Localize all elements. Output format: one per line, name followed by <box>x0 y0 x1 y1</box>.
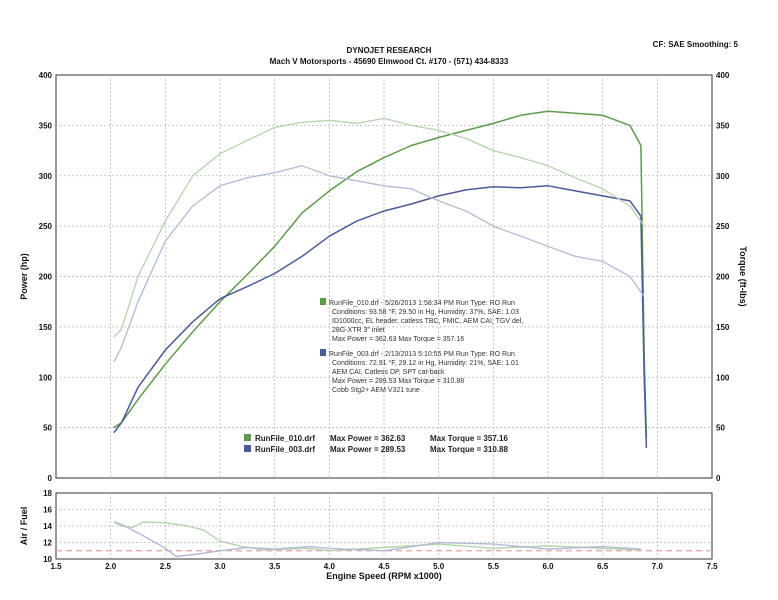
annotation-line: Cobb Stg2+ AEM V321 tune <box>332 387 420 394</box>
x-tick-label: 5.0 <box>433 562 445 571</box>
annotation-line: Conditions: 93.58 °F, 29.50 in Hg, Humid… <box>332 308 519 316</box>
y2-tick-label: 250 <box>716 222 730 231</box>
y2-tick-label: 300 <box>716 172 730 181</box>
annotation-line: 28G-XTR 3" inlet <box>332 327 385 334</box>
legend-file: RunFile_010.drf <box>255 434 315 443</box>
x-axis-title: Engine Speed (RPM x1000) <box>326 571 442 581</box>
afr-y-tick-label: 16 <box>43 506 52 515</box>
legend-max-power: Max Power = 362.63 <box>330 434 406 443</box>
report-title: DYNOJET RESEARCH <box>346 46 432 55</box>
afr-y-tick-label: 12 <box>43 539 52 548</box>
annotation-line: RunFile_003.drf - 2/13/2013 5:10:55 PM R… <box>329 351 515 358</box>
settings-label: CF: SAE Smoothing: 5 <box>652 40 738 49</box>
annotation-line: Max Power = 362.63 Max Torque = 357.16 <box>332 336 464 343</box>
x-tick-label: 6.5 <box>597 562 609 571</box>
x-tick-label: 6.0 <box>542 562 554 571</box>
x-tick-label: 7.5 <box>706 562 718 571</box>
annotation-line: ID1000cc, EL header, catless TBC, FMIC, … <box>332 318 523 325</box>
y2-tick-label: 150 <box>716 323 730 332</box>
y2-tick-label: 350 <box>716 121 730 130</box>
y-axis-title: Power (hp) <box>19 253 29 300</box>
series-line-run010-torque <box>113 117 645 338</box>
y-tick-label: 50 <box>43 424 52 433</box>
legend-swatch <box>244 445 251 452</box>
annotation-line: Max Power = 289.53 Max Torque = 310.88 <box>332 378 464 385</box>
legend-max-power: Max Power = 289.53 <box>330 445 406 454</box>
y-tick-label: 200 <box>39 273 53 282</box>
x-tick-label: 5.5 <box>488 562 500 571</box>
report-subtitle: Mach V Motorsports - 45690 Elmwood Ct. #… <box>269 57 509 66</box>
x-tick-label: 4.5 <box>378 562 390 571</box>
x-tick-label: 3.0 <box>214 562 226 571</box>
afr-y-tick-label: 14 <box>43 522 52 531</box>
series-line-run003-afr <box>113 521 641 558</box>
x-tick-label: 2.5 <box>160 562 172 571</box>
x-tick-label: 3.5 <box>269 562 281 571</box>
x-tick-label: 1.5 <box>50 562 62 571</box>
series-line-run010-power <box>113 110 648 438</box>
y2-tick-label: 50 <box>716 424 725 433</box>
y2-tick-label: 0 <box>716 474 721 483</box>
annotation-swatch <box>320 298 326 305</box>
x-tick-label: 2.0 <box>105 562 117 571</box>
y-tick-label: 300 <box>39 172 53 181</box>
y-tick-label: 100 <box>39 373 53 382</box>
afr-y-axis-title: Air / Fuel <box>19 507 29 546</box>
series-line-run010-afr <box>113 521 641 552</box>
y-tick-label: 0 <box>48 474 53 483</box>
y2-axis-title: Torque (ft-lbs) <box>738 246 748 306</box>
annotation-line: RunFile_010.drf - 5/26/2013 1:58:34 PM R… <box>329 300 515 307</box>
series-line-run003-torque <box>113 165 645 363</box>
x-tick-label: 4.0 <box>324 562 336 571</box>
annotation-line: AEM CAI, Catless DP, SPT cat-back <box>332 369 445 376</box>
legend-swatch <box>244 434 251 441</box>
y-tick-label: 350 <box>39 121 53 130</box>
legend-max-torque: Max Torque = 310.88 <box>430 445 508 454</box>
y2-tick-label: 400 <box>716 71 730 80</box>
afr-y-tick-label: 18 <box>43 489 52 498</box>
y-tick-label: 150 <box>39 323 53 332</box>
annotation-line: Conditions: 72.91 °F, 29.12 in Hg, Humid… <box>332 359 519 367</box>
series-line-run003-power <box>113 185 648 448</box>
legend-max-torque: Max Torque = 357.16 <box>430 434 508 443</box>
y2-tick-label: 200 <box>716 273 730 282</box>
afr-y-tick-label: 10 <box>43 555 52 564</box>
legend-file: RunFile_003.drf <box>255 445 315 454</box>
x-tick-label: 7.0 <box>652 562 664 571</box>
y-tick-label: 250 <box>39 222 53 231</box>
y2-tick-label: 100 <box>716 373 730 382</box>
annotation-swatch <box>320 349 326 356</box>
y-tick-label: 400 <box>39 71 53 80</box>
